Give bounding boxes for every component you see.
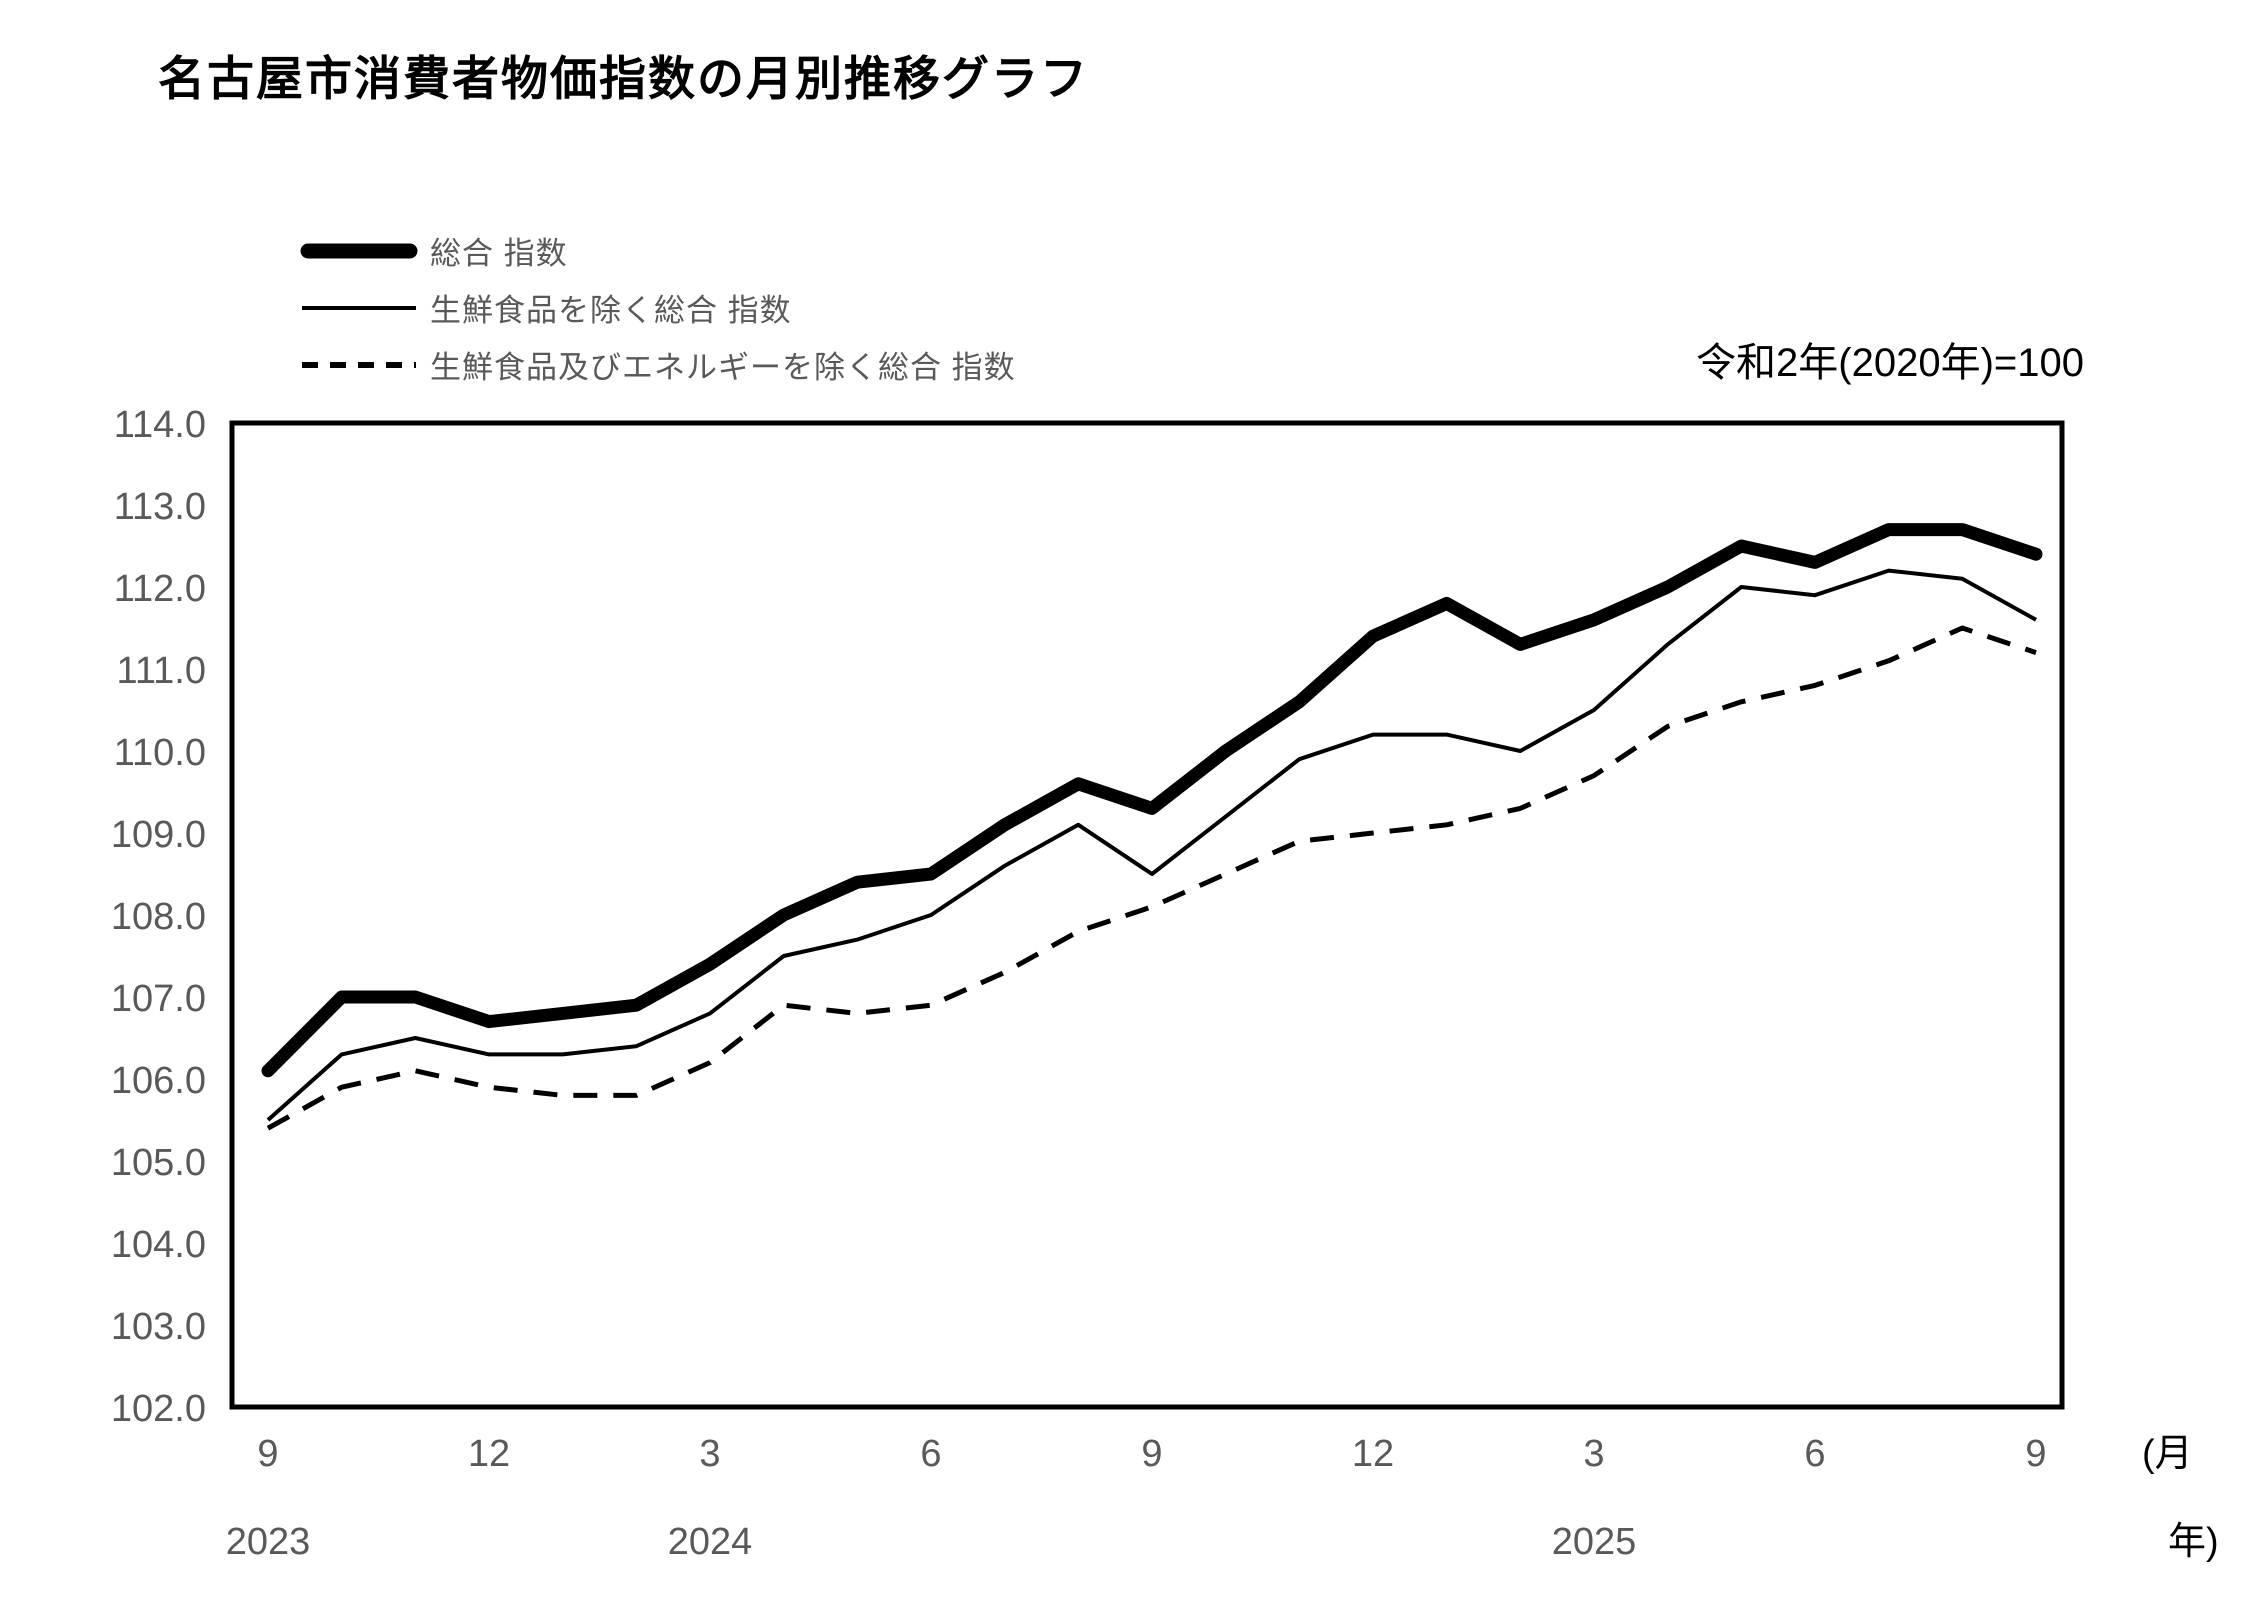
series-line-thick-solid	[261, 523, 2043, 1078]
x-tick-label: 12	[1352, 1433, 1394, 1475]
y-tick-label: 112.0	[114, 568, 206, 610]
legend-label: 生鮮食品を除く総合 指数	[430, 293, 792, 328]
x-axis-unit-month: (月	[2142, 1433, 2193, 1475]
y-tick-label: 107.0	[111, 978, 206, 1020]
legend-item-ex-fresh-food-energy: 生鮮食品及びエネルギーを除く総合 指数	[300, 336, 1016, 393]
y-tick-label: 104.0	[111, 1224, 206, 1266]
y-tick-label: 108.0	[111, 896, 206, 938]
legend-label: 総合 指数	[430, 236, 568, 271]
x-tick-label: 3	[699, 1433, 720, 1475]
x-tick-label: 9	[257, 1433, 278, 1475]
x-tick-label: 3	[1583, 1433, 1604, 1475]
plot-border	[229, 420, 2065, 1410]
y-tick-label: 105.0	[111, 1142, 206, 1184]
y-tick-label: 103.0	[111, 1306, 206, 1348]
series-line-dashed	[266, 625, 2037, 1131]
y-tick-label: 113.0	[114, 486, 206, 528]
chart-title: 名古屋市消費者物価指数の月別推移グラフ	[158, 52, 1089, 105]
y-tick-label: 111.0	[117, 650, 206, 692]
y-tick-label: 109.0	[111, 814, 206, 856]
dashed-line-icon	[302, 361, 416, 368]
x-year-label: 2025	[1552, 1521, 1637, 1563]
base-index-note: 令和2年(2020年)=100	[1696, 341, 2084, 385]
thick-solid-line-icon	[300, 243, 418, 258]
y-tick-label: 106.0	[111, 1060, 206, 1102]
x-tick-label: 6	[920, 1433, 941, 1475]
x-tick-label: 9	[1141, 1433, 1162, 1475]
series-line-thin-solid	[266, 568, 2037, 1122]
y-tick-label: 102.0	[111, 1388, 206, 1430]
x-year-label: 2024	[668, 1521, 753, 1563]
thin-solid-line-icon	[302, 305, 416, 310]
legend-label: 生鮮食品及びエネルギーを除く総合 指数	[430, 350, 1016, 385]
x-tick-label: 6	[1804, 1433, 1825, 1475]
legend: 総合 指数 生鮮食品を除く総合 指数 生鮮食品及びエネルギーを除く総合 指数	[300, 222, 1016, 393]
x-tick-label: 9	[2025, 1433, 2046, 1475]
legend-item-ex-fresh-food: 生鮮食品を除く総合 指数	[300, 279, 1016, 336]
x-tick-label: 12	[468, 1433, 510, 1475]
y-tick-label: 110.0	[114, 732, 206, 774]
legend-item-total: 総合 指数	[300, 222, 1016, 279]
x-axis-unit-year: 年)	[2168, 1521, 2219, 1563]
x-year-label: 2023	[226, 1521, 311, 1563]
y-tick-label: 114.0	[114, 404, 206, 446]
